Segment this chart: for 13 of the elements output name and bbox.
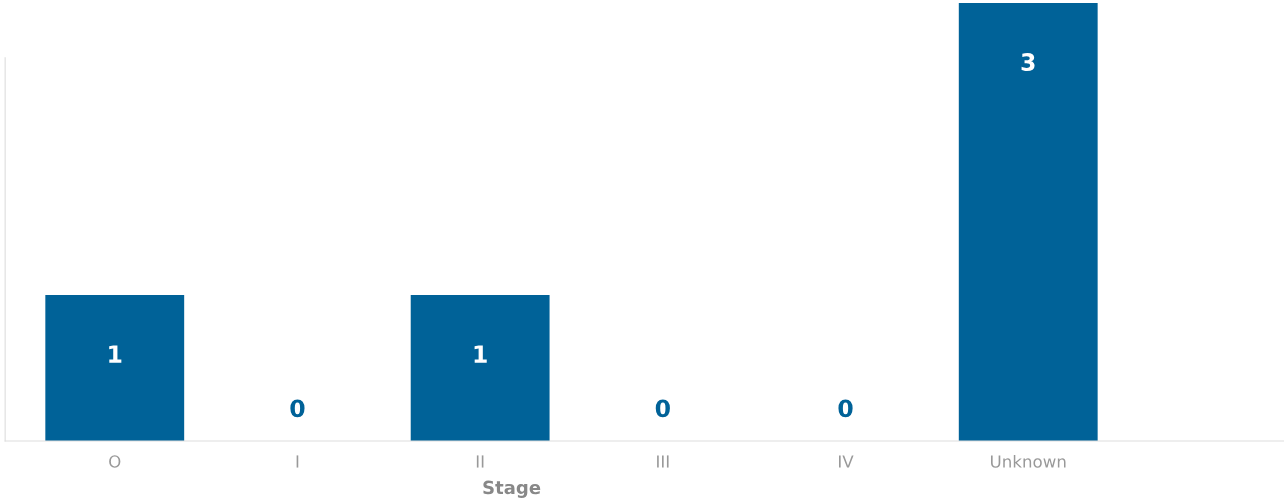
data-label: 1 bbox=[474, 345, 487, 363]
x-tick-label: IV bbox=[839, 455, 854, 468]
x-axis-title: Stage bbox=[483, 480, 541, 498]
x-tick-label: O bbox=[109, 455, 121, 468]
x-tick-label: Unknown bbox=[990, 454, 1066, 468]
x-tick-label: II bbox=[476, 455, 484, 468]
data-label: 0 bbox=[838, 399, 853, 418]
data-label: 0 bbox=[290, 399, 305, 418]
x-tick-label: I bbox=[296, 455, 299, 468]
data-label: 0 bbox=[655, 399, 670, 418]
data-label: 3 bbox=[1021, 53, 1035, 71]
data-label: 1 bbox=[109, 345, 122, 363]
x-tick-label: III bbox=[657, 455, 669, 468]
